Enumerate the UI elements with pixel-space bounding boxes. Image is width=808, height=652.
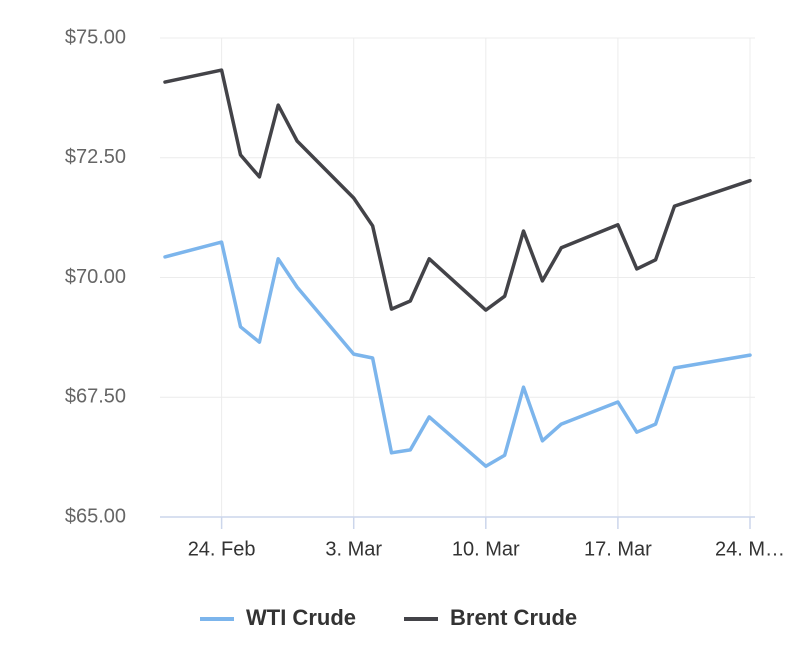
x-tick-label: 24. M… [715, 538, 785, 560]
y-tick-label: $67.50 [65, 386, 126, 408]
series-line [163, 240, 752, 468]
legend-label: WTI Crude [246, 605, 356, 630]
x-tick-label: 10. Mar [452, 538, 520, 560]
y-tick-label: $70.00 [65, 266, 126, 288]
y-tick-label: $65.00 [65, 505, 126, 527]
y-tick-label: $72.50 [65, 146, 126, 168]
series-line [163, 68, 752, 312]
x-tick-label: 3. Mar [325, 538, 382, 560]
x-tick-label: 24. Feb [188, 538, 256, 560]
y-tick-label: $75.00 [65, 26, 126, 48]
x-tick-label: 17. Mar [584, 538, 652, 560]
legend-label: Brent Crude [450, 605, 577, 630]
